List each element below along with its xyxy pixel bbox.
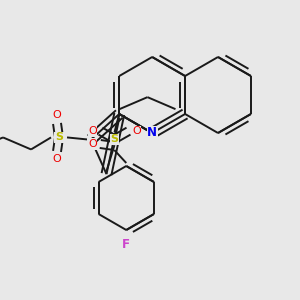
Text: S: S: [110, 134, 118, 144]
Text: O: O: [132, 126, 141, 136]
Text: O: O: [88, 139, 97, 149]
Text: O: O: [88, 126, 97, 136]
Text: N: N: [147, 127, 157, 140]
Text: S: S: [55, 132, 63, 142]
Text: F: F: [122, 238, 130, 250]
Text: O: O: [53, 154, 62, 164]
Text: O: O: [53, 110, 62, 120]
